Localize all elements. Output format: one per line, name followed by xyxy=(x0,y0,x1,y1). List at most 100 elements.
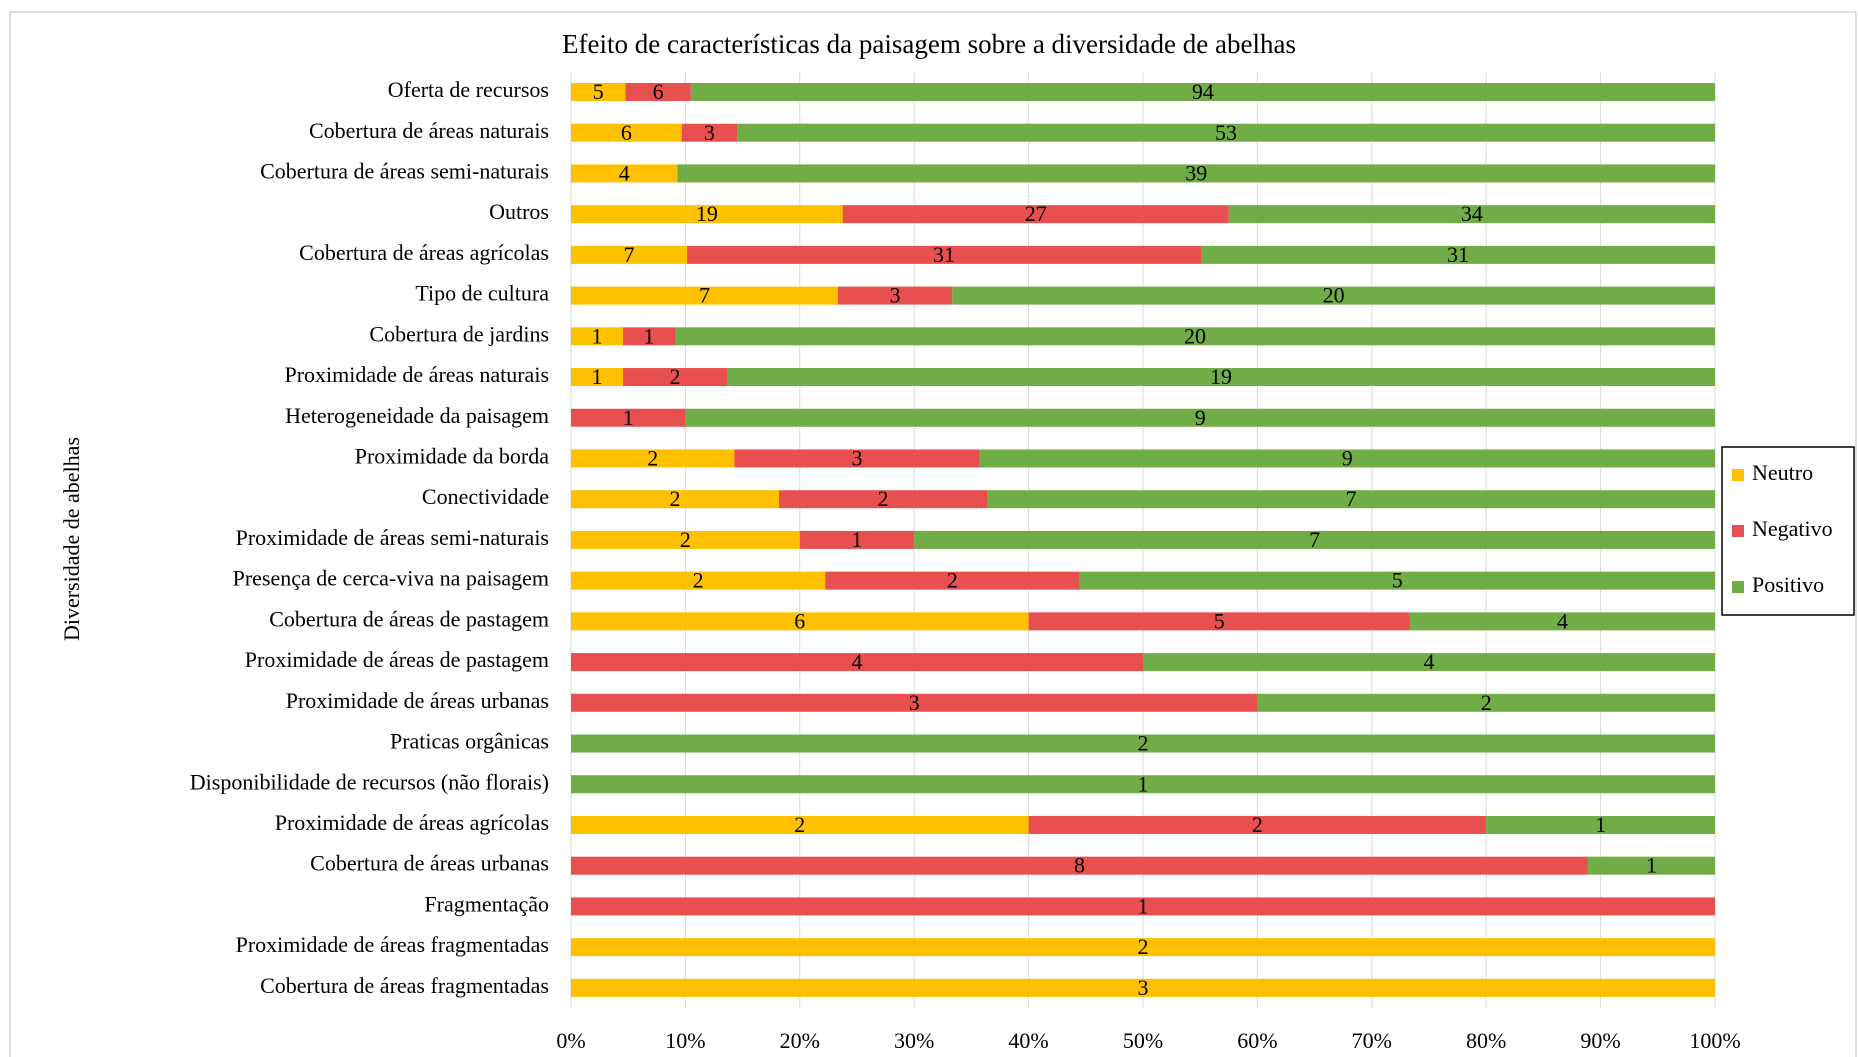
legend-swatch xyxy=(1732,525,1744,537)
bar-segment xyxy=(677,164,1715,183)
x-tick-label: 80% xyxy=(1466,1028,1506,1053)
bar-segment xyxy=(737,123,1715,142)
y-tick-label: Outros xyxy=(489,199,549,224)
data-label: 2 xyxy=(947,568,958,593)
y-tick-label: Cobertura de áreas naturais xyxy=(309,118,549,143)
data-label: 31 xyxy=(933,242,955,267)
bar-segment xyxy=(571,978,1715,997)
bar-segment xyxy=(979,449,1715,468)
data-label: 31 xyxy=(1447,242,1469,267)
bar-segment xyxy=(571,83,626,101)
data-label: 9 xyxy=(1195,405,1206,430)
bar-segment xyxy=(571,490,779,509)
bar-segment xyxy=(571,123,682,142)
legend-swatch xyxy=(1732,469,1744,481)
data-label: 2 xyxy=(670,364,681,389)
bar-segment xyxy=(571,612,1029,631)
data-label: 2 xyxy=(1481,690,1492,715)
bar-segment xyxy=(1079,571,1715,590)
x-tick-label: 60% xyxy=(1237,1028,1277,1053)
bar-segment xyxy=(799,530,915,549)
data-label: 2 xyxy=(693,568,704,593)
data-label: 2 xyxy=(1138,934,1149,959)
y-tick-label: Proximidade de áreas agrícolas xyxy=(275,810,549,835)
bar-segment xyxy=(1228,205,1715,224)
x-tick-label: 10% xyxy=(665,1028,705,1053)
data-label: 5 xyxy=(1214,608,1225,633)
data-label: 4 xyxy=(619,160,630,185)
data-label: 1 xyxy=(1595,812,1606,837)
data-label: 27 xyxy=(1025,201,1047,226)
data-label: 20 xyxy=(1323,283,1345,308)
bar-segment xyxy=(727,368,1715,387)
bar-segment xyxy=(571,856,1588,875)
y-tick-label: Praticas orgânicas xyxy=(390,729,549,754)
data-label: 8 xyxy=(1074,853,1085,878)
x-tick-label: 40% xyxy=(1008,1028,1048,1053)
y-tick-label: Proximidade de áreas fragmentadas xyxy=(236,932,549,957)
data-label: 2 xyxy=(878,486,889,511)
y-tick-label: Proximidade da borda xyxy=(355,444,550,469)
data-label: 2 xyxy=(1138,731,1149,756)
x-tick-label: 0% xyxy=(556,1028,585,1053)
bar-segment xyxy=(571,897,1715,916)
bar-segment xyxy=(571,327,623,346)
bar-segment xyxy=(779,490,987,509)
data-label: 7 xyxy=(1346,486,1357,511)
data-label: 6 xyxy=(621,120,632,145)
data-label: 19 xyxy=(696,201,718,226)
bar-segment xyxy=(1028,612,1410,631)
data-label: 1 xyxy=(1646,853,1657,878)
data-label: 2 xyxy=(1252,812,1263,837)
data-label: 6 xyxy=(794,608,805,633)
chart-title: Efeito de características da paisagem so… xyxy=(562,29,1296,59)
x-tick-label: 30% xyxy=(894,1028,934,1053)
x-tick-label: 90% xyxy=(1580,1028,1620,1053)
y-tick-label: Cobertura de áreas urbanas xyxy=(310,851,549,876)
x-tick-label: 50% xyxy=(1123,1028,1163,1053)
data-label: 1 xyxy=(623,405,634,430)
data-label: 3 xyxy=(852,446,863,471)
bar-segment xyxy=(571,571,826,590)
bar-segment xyxy=(571,164,678,183)
bar-segment xyxy=(914,530,1715,549)
bar-segment xyxy=(734,449,980,468)
bar-segment xyxy=(571,530,800,549)
legend-label: Neutro xyxy=(1752,460,1813,485)
bar-segment xyxy=(1257,693,1715,712)
data-label: 2 xyxy=(670,486,681,511)
bar-segment xyxy=(687,245,1202,264)
y-tick-label: Presença de cerca-viva na paisagem xyxy=(233,566,549,591)
y-axis-label: Diversidade de abelhas xyxy=(59,437,84,641)
bar-segment xyxy=(571,286,838,305)
bar-segment xyxy=(837,286,953,305)
data-label: 1 xyxy=(592,364,603,389)
bar-segment xyxy=(571,408,686,427)
legend-label: Negativo xyxy=(1752,516,1833,541)
data-label: 3 xyxy=(890,283,901,308)
y-tick-label: Oferta de recursos xyxy=(388,77,549,102)
data-label: 39 xyxy=(1185,160,1207,185)
y-tick-label: Proximidade de áreas urbanas xyxy=(286,688,549,713)
data-label: 7 xyxy=(699,283,710,308)
data-label: 1 xyxy=(592,323,603,348)
data-label: 4 xyxy=(852,649,863,674)
y-tick-label: Disponibilidade de recursos (não florais… xyxy=(190,769,549,794)
y-tick-label: Heterogeneidade da paisagem xyxy=(285,403,549,428)
bar-segment xyxy=(825,571,1080,590)
bar-segment xyxy=(1201,245,1715,264)
bar-segment xyxy=(625,83,691,101)
data-label: 7 xyxy=(1309,527,1320,552)
data-label: 3 xyxy=(1138,975,1149,1000)
data-label: 1 xyxy=(1138,893,1149,918)
data-label: 2 xyxy=(794,812,805,837)
bar-segment xyxy=(690,83,1715,101)
y-tick-label: Proximidade de áreas semi-naturais xyxy=(236,525,549,550)
data-label: 5 xyxy=(1392,568,1403,593)
x-tick-label: 20% xyxy=(780,1028,820,1053)
data-label: 3 xyxy=(704,120,715,145)
y-tick-label: Fragmentação xyxy=(424,891,549,916)
bar-segment xyxy=(842,205,1229,224)
data-label: 20 xyxy=(1184,323,1206,348)
